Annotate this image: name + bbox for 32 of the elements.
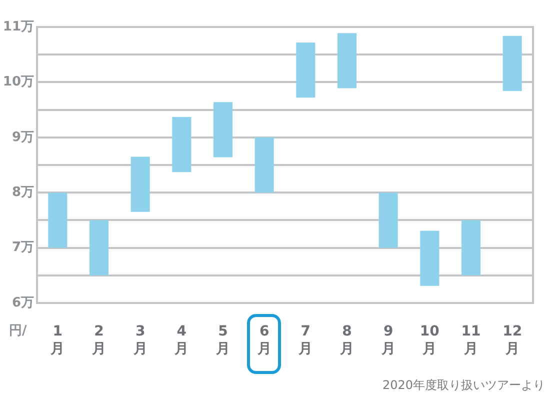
x-tick-label: 10月 bbox=[420, 323, 440, 357]
x-tick-label: 7月 bbox=[298, 323, 313, 357]
bar bbox=[89, 220, 109, 276]
bar bbox=[378, 192, 398, 248]
y-tick-label: 11万 bbox=[2, 19, 34, 34]
bar bbox=[130, 156, 150, 212]
x-tick-label: 8月 bbox=[339, 323, 354, 357]
bar bbox=[172, 116, 192, 172]
y-tick-label: 8万 bbox=[12, 184, 34, 200]
x-tick-label: 6月 bbox=[256, 323, 272, 357]
x-tick-label: 12月 bbox=[502, 323, 522, 357]
bar bbox=[296, 42, 316, 98]
x-tick-label: 4月 bbox=[174, 323, 189, 357]
bar bbox=[461, 220, 481, 276]
bar bbox=[254, 137, 274, 193]
x-tick-label: 1月 bbox=[50, 323, 65, 357]
x-tick-label: 5月 bbox=[215, 323, 230, 357]
y-tick-label: 9万 bbox=[12, 130, 34, 145]
bar bbox=[337, 33, 357, 88]
y-axis-title: 円/ bbox=[9, 323, 27, 338]
y-tick-label: 7万 bbox=[12, 240, 34, 256]
bar bbox=[420, 230, 440, 286]
bar bbox=[502, 36, 522, 92]
text: 2020年度取り扱いツアーより bbox=[382, 378, 545, 392]
x-tick-label: 2月 bbox=[91, 323, 106, 357]
bar bbox=[48, 192, 68, 248]
bar bbox=[213, 102, 233, 158]
x-tick-label: 3月 bbox=[132, 323, 148, 357]
x-tick-label: 9月 bbox=[380, 323, 396, 357]
y-tick-label: 10万 bbox=[2, 74, 34, 90]
y-tick-label: 6万 bbox=[12, 295, 34, 310]
x-tick-label: 11月 bbox=[461, 323, 481, 357]
